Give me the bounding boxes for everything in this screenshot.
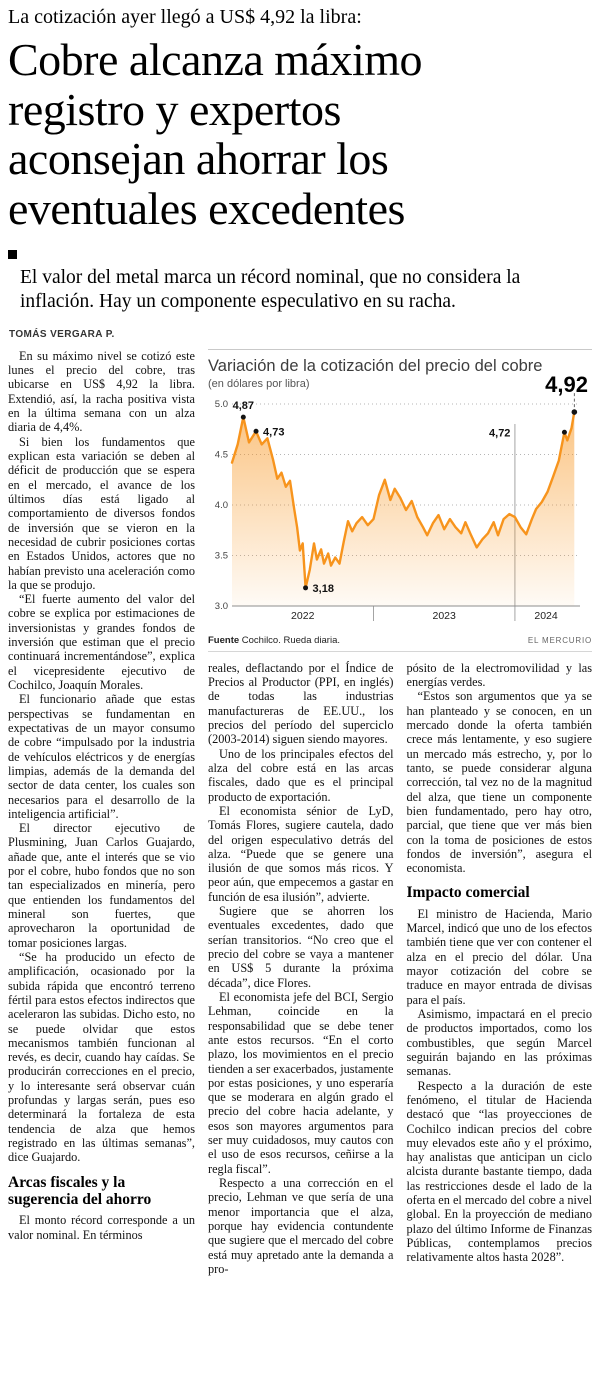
- section-subhead: Impacto comercial: [406, 884, 530, 902]
- article-paragraph: “Se ha producido un efecto de amplificac…: [8, 949, 195, 1165]
- article-paragraph: El economista jefe del BCI, Sergio Lehma…: [208, 989, 394, 1176]
- svg-text:4,73: 4,73: [263, 426, 284, 438]
- article-paragraph: Si bien los fundamentos que explican est…: [8, 434, 195, 592]
- chart-source-label: Fuente: [208, 634, 240, 646]
- svg-text:2022: 2022: [291, 610, 315, 622]
- copper-price-chart-svg: 3.0 3.5 4.0 4.5 5.0 2022 2023 2024 4,87 4,73 3,18 4…: [215, 391, 580, 622]
- chart-source-row: Fuente Cochilco. Rueda diaria. EL MERCUR…: [208, 633, 592, 652]
- headline: Cobre alcanza máximo registro y expertos…: [8, 34, 423, 235]
- article-body: En su máximo nivel se cotizó este lunes …: [8, 348, 592, 1276]
- chart-source-text: Cochilco. Rueda diaria.: [239, 634, 340, 646]
- article-paragraph: reales, deflactando por el Índice de Pre…: [208, 660, 394, 747]
- chart-source: Fuente Cochilco. Rueda diaria.: [208, 635, 340, 646]
- article-paragraph: Respecto a una corrección en el precio, …: [208, 1176, 394, 1276]
- section-marker-square: [8, 249, 17, 259]
- chart-credit: EL MERCURIO: [527, 635, 592, 645]
- article-paragraph: El economista sénior de LyD, Tomás Flore…: [208, 803, 394, 904]
- article-paragraph: El funcionario añade que estas perspecti…: [8, 692, 195, 821]
- svg-text:4.5: 4.5: [215, 449, 228, 460]
- article-column-2: reales, deflactando por el Índice de Pre…: [208, 661, 394, 1276]
- article-column-1: En su máximo nivel se cotizó este lunes …: [8, 349, 195, 1276]
- chart-latest-value-label: 4,92: [545, 371, 588, 397]
- article-paragraph: En su máximo nivel se cotizó este lunes …: [8, 348, 195, 435]
- article-paragraph: El monto récord corresponde a un valor n…: [8, 1213, 195, 1242]
- chart-subtitle: (en dólares por libra): [208, 377, 310, 390]
- article-paragraph: “Estos son argumentos que ya se han plan…: [406, 689, 593, 876]
- article-paragraph: pósito de la electromovilidad y las ener…: [406, 660, 593, 690]
- chart-title: Variación de la cotización del precio de…: [208, 356, 543, 375]
- article-paragraph: El ministro de Hacienda, Mario Marcel, i…: [406, 906, 593, 1007]
- article-paragraph: Asimismo, impactará en el precio de prod…: [406, 1007, 593, 1079]
- article-paragraph: Sugiere que se ahorren los eventuales ex…: [208, 904, 394, 990]
- svg-text:4,72: 4,72: [489, 427, 510, 439]
- byline: TOMÁS VERGARA P.: [9, 328, 115, 340]
- copper-price-chart: Variación de la cotización del precio de…: [208, 348, 592, 652]
- right-area: Variación de la cotización del precio de…: [208, 348, 592, 1276]
- article-column-3: pósito de la electromovilidad y las ener…: [407, 661, 593, 1276]
- svg-text:2023: 2023: [433, 610, 457, 622]
- svg-text:3.0: 3.0: [215, 601, 228, 612]
- article-paragraph: “El fuerte aumento del valor del cobre s…: [8, 592, 195, 692]
- lower-columns: reales, deflactando por el Índice de Pre…: [208, 661, 592, 1276]
- svg-text:3.5: 3.5: [215, 550, 228, 561]
- svg-text:4.0: 4.0: [215, 500, 228, 511]
- article-paragraph: Uno de los principales efectos del alza …: [208, 746, 394, 804]
- section-subhead: Arcas fiscales y la sugerencia del ahorr…: [8, 1173, 152, 1208]
- kicker: La cotización ayer llegó a US$ 4,92 la l…: [8, 6, 362, 28]
- svg-text:5.0: 5.0: [215, 399, 228, 410]
- svg-text:2024: 2024: [534, 610, 558, 622]
- article-paragraph: Respecto a la duración de este fenómeno,…: [406, 1078, 593, 1265]
- svg-text:3,18: 3,18: [313, 583, 334, 595]
- subhead-deck: El valor del metal marca un récord nomin…: [20, 266, 521, 313]
- svg-text:4,87: 4,87: [233, 400, 254, 412]
- article-paragraph: El director ejecutivo de Plusmining, Jua…: [8, 821, 195, 950]
